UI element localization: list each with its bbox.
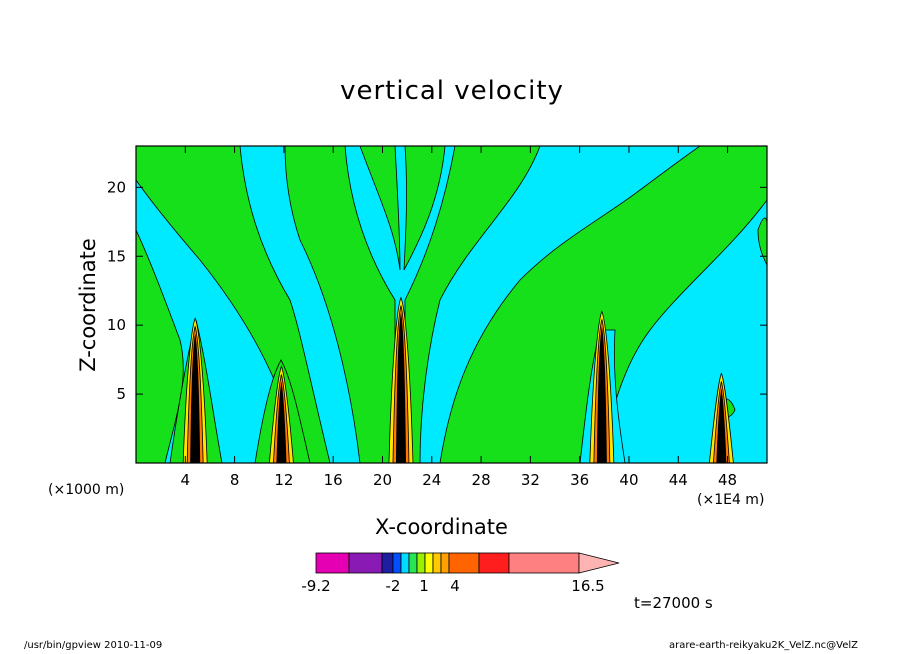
x-axis: 4 8 12 16 20 24 28 32 36 40 44 48 [181,146,737,489]
x-tick-label: 4 [181,471,191,489]
colorbar-segment [508,552,580,574]
x-tick-label: 28 [472,471,491,489]
x-unit-label-left: (×1000 m) [48,482,125,498]
colorbar-label: 16.5 [571,577,604,595]
footer-source-file: arare-earth-reikyaku2K_VelZ.nc@VelZ [668,640,858,651]
contour-region [439,146,767,463]
colorbar-segment [400,552,410,574]
contour-region [284,146,396,463]
contour-region [403,146,446,271]
y-tick-label: 15 [107,247,126,265]
x-tick-label: 32 [521,471,540,489]
x-tick-label: 20 [373,471,392,489]
x-tick-label: 44 [669,471,688,489]
colorbar-segment [416,552,426,574]
updraft-column-core [596,326,607,463]
colorbar-segment [478,552,510,574]
x-tick-label: 48 [718,471,737,489]
updraft-column-core [716,388,727,463]
colorbar-label: 4 [450,577,460,595]
colorbar-segment [348,552,383,574]
x-unit-label-right: (×1E4 m) [697,492,765,508]
contour-region [136,229,184,463]
colorbar-segment [381,552,394,574]
colorbar: -9.2 -2 1 4 16.5 [301,552,620,595]
y-tick-label: 5 [116,385,126,403]
colorbar-label: -9.2 [301,577,330,595]
updraft-column-core [190,333,201,463]
colorbar-segment [408,552,418,574]
plot-frame [135,145,768,464]
contour-region [404,146,541,463]
colorbar-arrow [578,552,620,574]
updraft-columns [182,296,734,463]
updraft-column-core [395,312,406,463]
time-label: t=27000 s [634,594,713,612]
contour-region [359,146,401,271]
colorbar-label: 1 [419,577,429,595]
colorbar-segment [440,552,450,574]
x-tick-label: 8 [230,471,240,489]
colorbar-segment [315,552,350,574]
colorbar-label: -2 [386,577,401,595]
x-tick-label: 24 [422,471,441,489]
y-axis: 5 10 15 20 [107,178,767,403]
x-tick-label: 40 [619,471,638,489]
plot-area [136,146,767,463]
colorbar-segment [448,552,480,574]
x-tick-label: 12 [274,471,293,489]
y-tick-label: 20 [107,178,126,196]
footer-program-date: /usr/bin/gpview 2010-11-09 [24,640,163,651]
y-tick-label: 10 [107,316,126,334]
colorbar-segment [432,552,442,574]
updraft-column-core [276,381,287,463]
x-axis-label: X-coordinate [375,515,508,539]
colorbar-segment [424,552,434,574]
contour-region [757,217,767,266]
colorbar-segment [392,552,402,574]
chart-title: vertical velocity [340,76,564,106]
x-tick-label: 16 [324,471,343,489]
x-tick-label: 36 [570,471,589,489]
